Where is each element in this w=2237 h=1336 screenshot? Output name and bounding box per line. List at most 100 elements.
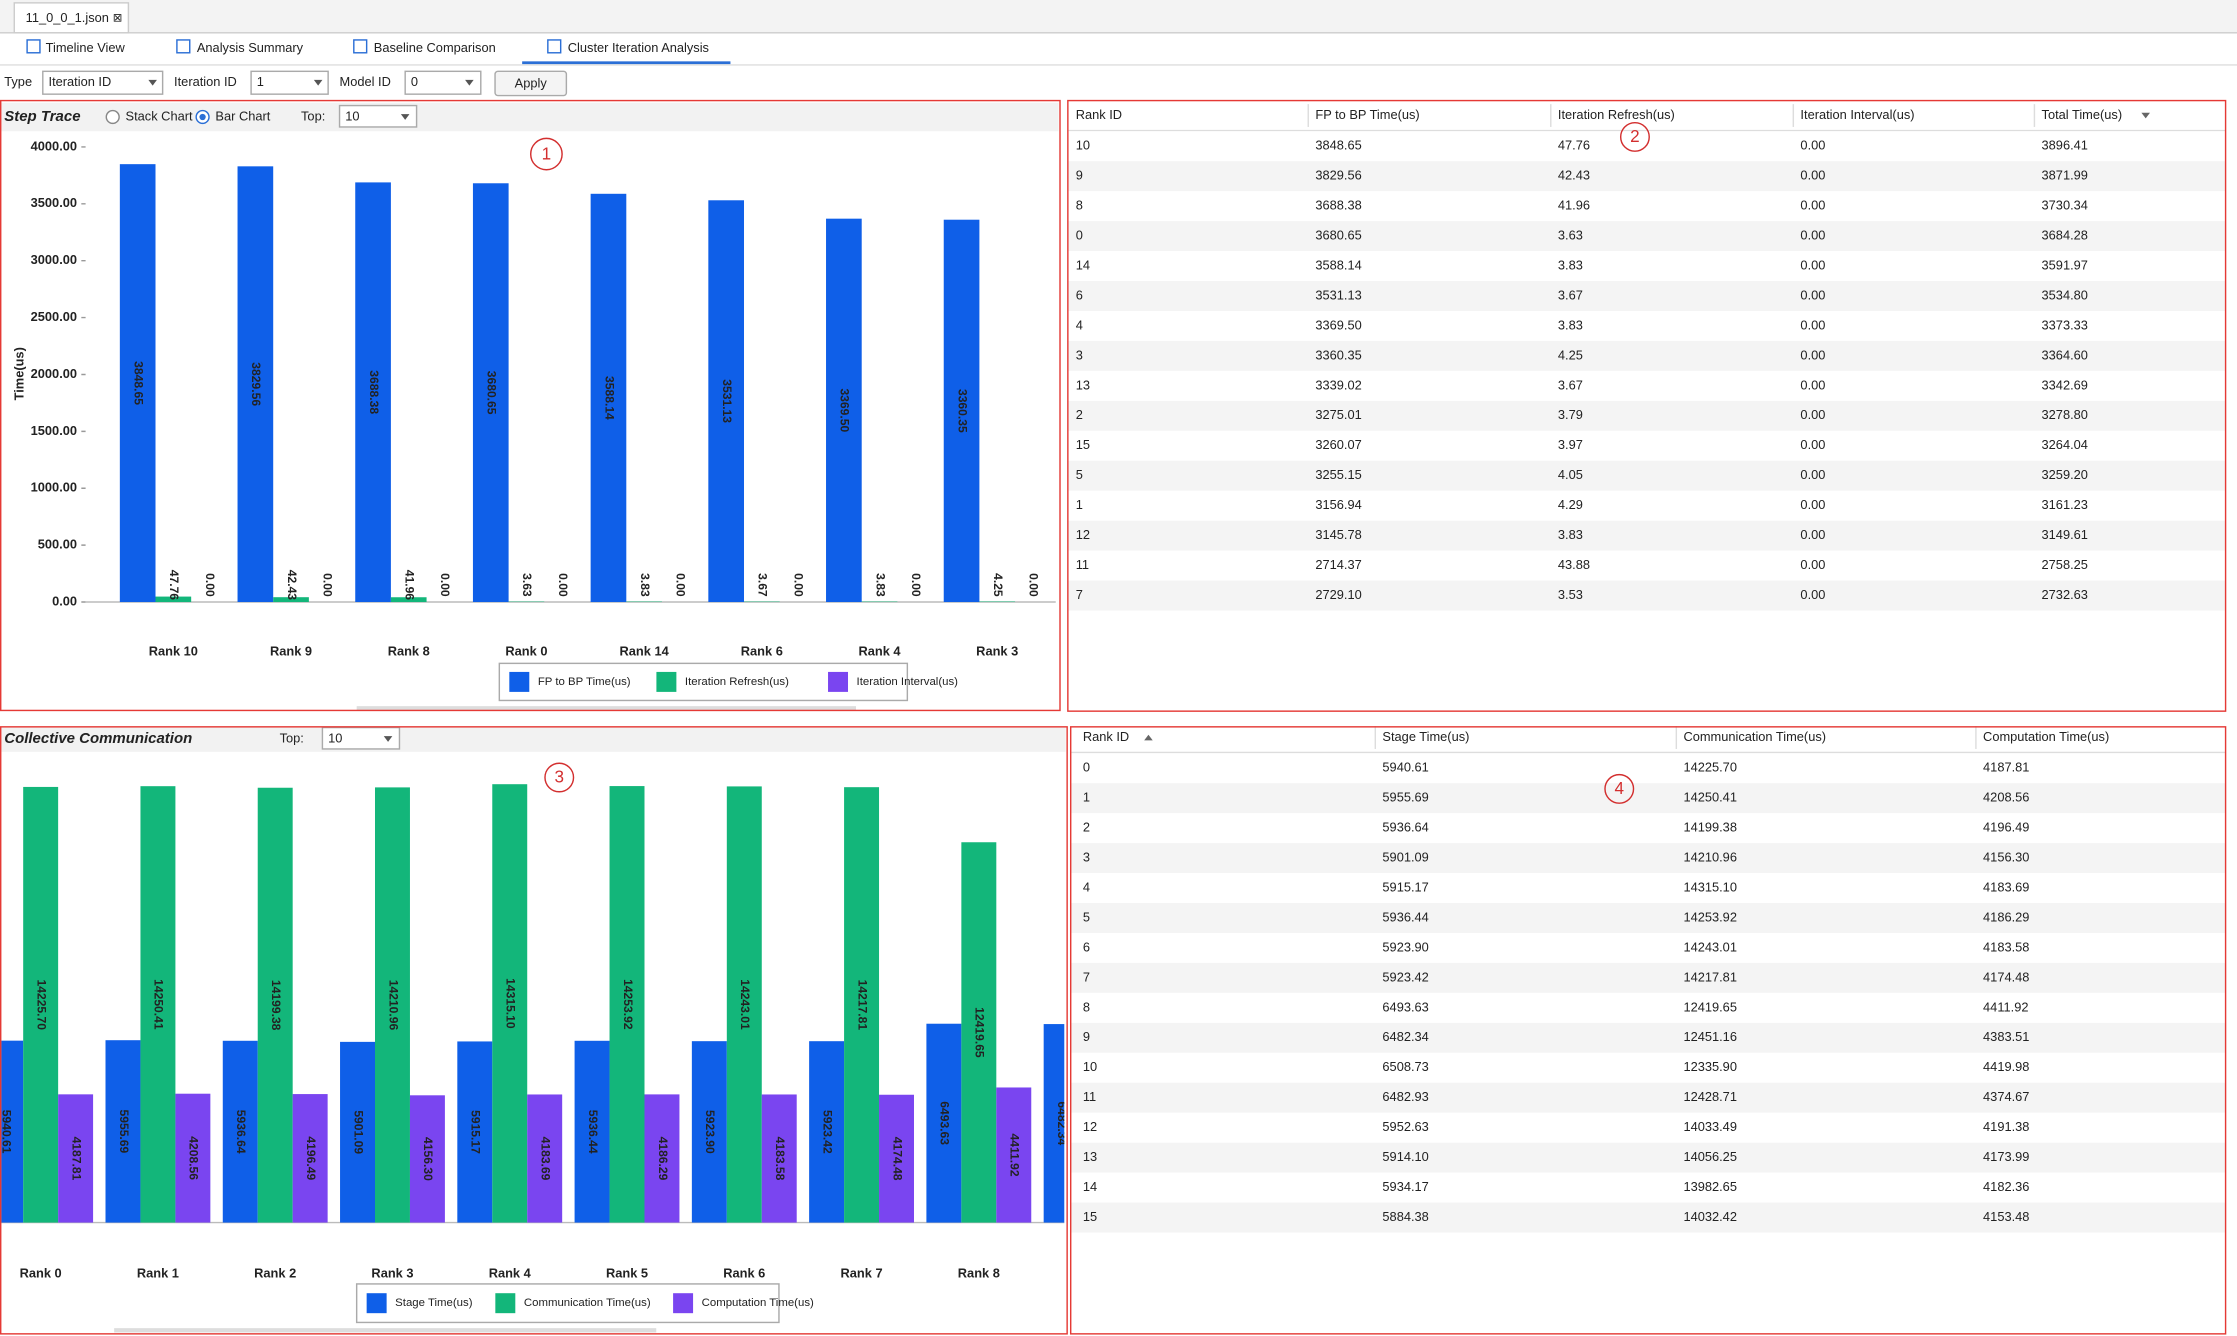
table-cell: 14243.01 (1683, 939, 1737, 954)
table-cell: 10 (1076, 138, 1090, 153)
table-row (1071, 873, 2226, 904)
model-value: 0 (411, 74, 418, 89)
table-cell: 4411.92 (1983, 999, 2028, 1014)
chart-title: Step Trace (4, 108, 80, 125)
table-cell: 0.00 (1800, 347, 1825, 362)
data-label: 41.96 (403, 570, 417, 601)
tab-icon (26, 39, 41, 54)
marker: 4 (1614, 779, 1624, 798)
x-tick-label: Rank 3 (976, 643, 1018, 658)
bar (609, 786, 645, 1223)
scrollbar[interactable] (114, 1328, 657, 1333)
table-cell: 3829.56 (1315, 168, 1361, 183)
scrollbar[interactable] (356, 706, 856, 711)
iteration-select[interactable] (250, 70, 329, 95)
bar (155, 596, 192, 603)
table-cell: 0.00 (1800, 138, 1825, 153)
table-cell: 13982.65 (1683, 1179, 1737, 1194)
dropdown-arrow (400, 114, 410, 120)
table-cell: 7 (1076, 587, 1083, 602)
table-cell: 4.29 (1558, 497, 1583, 512)
table-cell: 3.79 (1558, 407, 1583, 422)
data-label: 0.00 (1027, 573, 1041, 597)
x-tick-label: Rank 8 (388, 643, 430, 658)
table-cell: 4183.69 (1983, 879, 2029, 894)
column-header: Computation Time(us) (1983, 729, 2109, 744)
data-label: 3531.13 (720, 379, 734, 423)
x-tick-label: Rank 9 (270, 643, 312, 658)
table-row (1068, 460, 2226, 491)
data-label: 4183.58 (773, 1137, 787, 1181)
table-cell: 3339.02 (1315, 377, 1361, 392)
table-cell: 4383.51 (1983, 1029, 2029, 1044)
table-cell: 11 (1083, 1089, 1096, 1104)
x-tick-label: Rank 4 (858, 643, 901, 658)
radio[interactable] (105, 109, 120, 125)
type-select[interactable] (42, 70, 164, 95)
column-header: Iteration Interval(us) (1800, 107, 1914, 122)
sort-asc (1144, 734, 1153, 741)
bar (761, 1094, 797, 1223)
view-tab[interactable]: Baseline Comparison (374, 40, 496, 55)
table-cell: 14253.92 (1683, 909, 1737, 924)
table-cell: 3.97 (1558, 437, 1583, 452)
table-cell: 5901.09 (1382, 849, 1428, 864)
bar (574, 1040, 610, 1223)
table-cell: 3 (1083, 849, 1090, 864)
data-label: 3369.50 (838, 388, 852, 432)
chart: 0.00 500.00 1000.00 1500.00 2000.00 2500.00 30… (11, 138, 1056, 658)
view-tab[interactable]: Analysis Summary (197, 40, 304, 55)
table-cell: 3255.15 (1315, 467, 1361, 482)
table-cell: 8 (1083, 999, 1090, 1014)
table-row (1068, 221, 2226, 252)
data-label: 14243.01 (738, 979, 752, 1030)
data-label: 4156.30 (421, 1137, 435, 1181)
table-row (1068, 310, 2226, 341)
table-cell: 14 (1083, 1179, 1097, 1194)
table-cell: 4182.36 (1983, 1179, 2029, 1194)
table-cell: 12 (1083, 1119, 1097, 1134)
model-select[interactable] (404, 70, 482, 95)
table-cell: 4153.48 (1983, 1209, 2029, 1224)
table-row (1068, 580, 2226, 611)
dropdown-arrow (148, 79, 157, 86)
file-tab-bar (0, 0, 2237, 33)
x-tick-label: Rank 0 (20, 1265, 62, 1280)
table-cell: 3360.35 (1315, 347, 1361, 362)
table-cell: 14225.70 (1683, 760, 1737, 775)
data-label: 14217.81 (855, 980, 869, 1031)
close-icon[interactable]: ⊠ (113, 13, 123, 25)
file-tab[interactable] (13, 2, 130, 34)
table-cell: 13 (1076, 377, 1090, 392)
legend-box (355, 1283, 780, 1324)
table-cell: 8 (1076, 198, 1083, 213)
table-cell: 0.00 (1800, 437, 1825, 452)
top-select[interactable] (338, 104, 418, 128)
toolbar: Type Iteration ID Iteration ID 1 Model I… (4, 70, 568, 97)
data-label: 12419.65 (973, 1007, 987, 1058)
y-tick-label: 3500.00 (31, 195, 77, 210)
top-label: Top: (280, 730, 304, 745)
iteration-label: Iteration ID (174, 74, 237, 89)
view-tab[interactable]: Timeline View (46, 40, 126, 55)
table-cell: 3145.78 (1315, 527, 1361, 542)
bar (472, 183, 509, 603)
y-axis-title: Time(us) (11, 347, 26, 400)
table-cell: 12 (1076, 527, 1090, 542)
table-cell: 5 (1083, 909, 1090, 924)
annotation-frame (1067, 99, 2227, 712)
legend-label: Stage Time(us) (395, 1297, 473, 1309)
column-header: Iteration Refresh(us) (1558, 107, 1675, 122)
data-label: 3.83 (638, 573, 652, 597)
table-cell: 12335.90 (1683, 1059, 1737, 1074)
apply-button[interactable] (494, 70, 568, 97)
table-cell: 2 (1083, 820, 1090, 835)
bar (879, 1094, 914, 1223)
view-tab[interactable]: Cluster Iteration Analysis (568, 40, 709, 55)
table-cell: 10 (1083, 1059, 1097, 1074)
dropdown-arrow (465, 79, 474, 86)
table-cell: 9 (1076, 168, 1083, 183)
table-cell: 5914.10 (1382, 1149, 1428, 1164)
annotation-frame (1069, 726, 2227, 1335)
